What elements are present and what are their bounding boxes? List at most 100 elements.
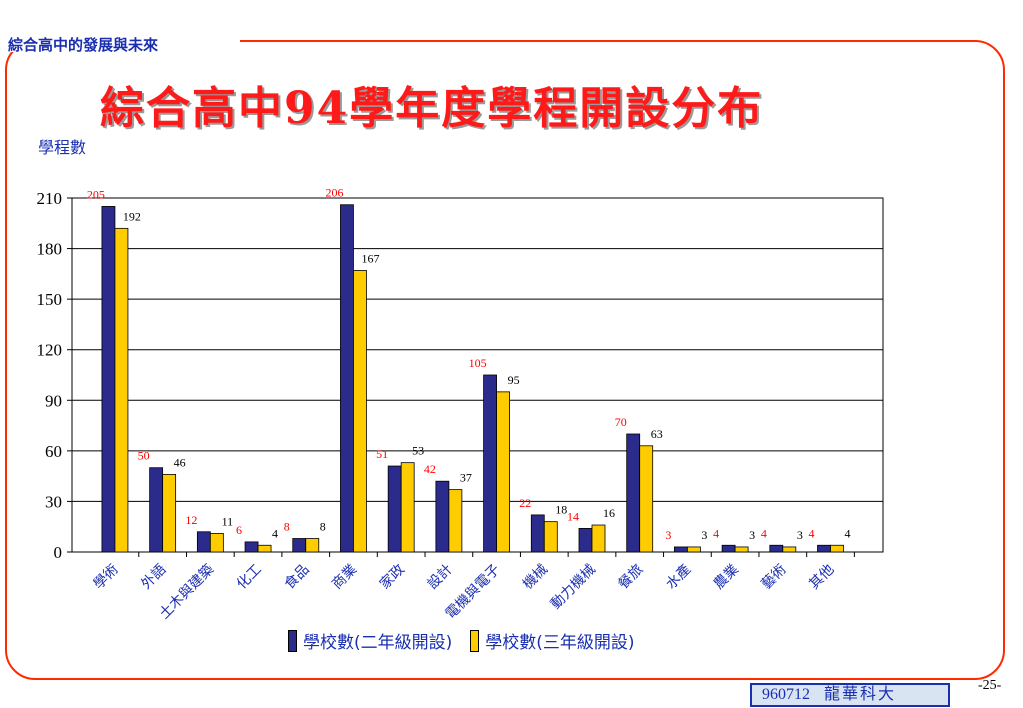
page-number: -25- [978,678,1002,693]
bar-grade3 [400,462,415,553]
data-label-grade3: 4 [845,526,851,540]
data-label-grade3: 192 [123,209,141,223]
data-label-grade2: 206 [325,186,343,200]
y-tick-label: 150 [37,290,63,309]
data-label-grade3: 46 [174,455,186,469]
y-tick-label: 90 [45,391,62,410]
bar-grade3 [639,445,654,553]
x-category-label: 食品 [281,561,313,593]
slide-frame [5,40,1005,680]
data-label-grade2: 4 [713,526,719,540]
data-label-grade2: 22 [519,496,531,510]
data-label-grade2: 6 [236,523,242,537]
x-category-label: 機械 [520,562,551,593]
data-label-grade3: 11 [222,514,234,528]
plot-area [71,197,884,553]
x-category-label: 設計 [425,562,456,593]
legend-swatch-grade3 [470,629,480,652]
bar-grade2 [387,465,402,553]
x-category-label: 家政 [376,561,408,593]
legend-swatch-grade2 [288,629,297,652]
x-category-label: 藝術 [759,562,790,593]
data-label-grade2: 4 [761,526,767,540]
data-label-grade3: 18 [555,503,567,517]
bar-grade3 [353,270,367,553]
bar-grade2 [817,544,831,553]
data-label-grade3: 8 [320,520,326,534]
data-label-grade3: 16 [603,506,615,520]
bar-grade3 [830,544,844,553]
data-label-grade2: 4 [809,526,815,540]
bar-grade3 [209,533,224,553]
y-tick-label: 0 [54,543,63,562]
data-label-grade3: 63 [651,427,663,441]
x-category-label: 學術 [91,562,122,593]
data-label-grade2: 205 [87,187,105,201]
frame-gap [0,30,240,52]
bar-grade3 [782,546,797,553]
footer-date-box: 960712 龍華科大 [750,683,950,707]
data-label-grade3: 3 [701,528,707,542]
y-tick-label: 30 [45,492,62,511]
y-axis-unit-label: 學程數 [38,138,87,157]
bar-grade3 [734,546,749,553]
bar-grade3 [257,544,272,553]
bar-grade2 [149,467,164,553]
x-category-label: 農業 [711,562,742,593]
data-label-grade2: 50 [138,449,150,463]
y-tick-label: 60 [45,442,62,461]
data-label-grade2: 3 [665,528,671,542]
bar-grade3 [448,489,463,553]
data-label-grade2: 12 [185,513,197,527]
bar-grade2 [769,544,784,553]
bar-grade3 [305,538,320,553]
x-category-label: 水產 [662,561,694,593]
data-label-grade3: 95 [508,373,520,387]
legend-item-grade2: 學校數(二年級開設) [288,628,452,653]
header-title: 綜合高中的發展與未來 [8,36,159,54]
bar-grade2 [196,531,211,553]
bar-grade2 [530,514,545,553]
data-label-grade3: 3 [797,528,803,542]
x-category-label: 外語 [138,562,169,593]
data-label-grade3: 53 [412,444,424,458]
bar-grade2 [674,546,688,553]
y-tick-label: 180 [37,240,63,259]
bar-grade2 [483,374,497,553]
page-title: 綜合高中94學年度學程開設分布 [100,83,764,134]
data-label-grade3: 4 [272,526,278,540]
bar-grade2 [578,527,593,553]
x-category-label: 商業 [329,562,360,593]
data-label-grade2: 8 [284,520,290,534]
legend-label-grade2: 學校數(二年級開設) [303,633,453,653]
legend-label-grade3: 學校數(三年級開設) [485,633,635,653]
data-label-grade3: 37 [460,471,472,485]
chart-legend: 學校數(二年級開設) 學校數(三年級開設) [288,628,643,653]
bar-grade3 [543,521,558,553]
bar-grade2 [244,541,259,553]
data-label-grade2: 51 [376,447,388,461]
footer-org: 龍華科大 [824,686,897,703]
bar-grade3 [114,227,129,553]
bar-grade3 [162,474,177,553]
data-label-grade3: 167 [361,251,379,265]
x-category-label: 其他 [806,562,837,593]
bar-grade2 [292,538,307,553]
bar-grade2 [626,433,641,553]
x-category-label: 化工 [234,562,265,593]
bar-grade3 [591,524,606,553]
footer-date: 960712 [762,686,810,703]
data-label-grade2: 105 [469,356,487,370]
data-label-grade2: 70 [615,415,627,429]
x-category-label: 餐旅 [615,562,646,593]
bar-grade3 [687,546,701,553]
data-label-grade2: 14 [567,509,579,523]
bar-grade2 [101,206,116,553]
y-tick-label: 120 [37,341,63,360]
x-category-label: 動力機械 [548,562,599,613]
bar-grade3 [496,391,510,553]
y-tick-label: 210 [37,189,63,208]
bar-grade2 [340,204,354,553]
legend-item-grade3: 學校數(三年級開設) [470,628,635,653]
bar-grade2 [435,480,450,553]
